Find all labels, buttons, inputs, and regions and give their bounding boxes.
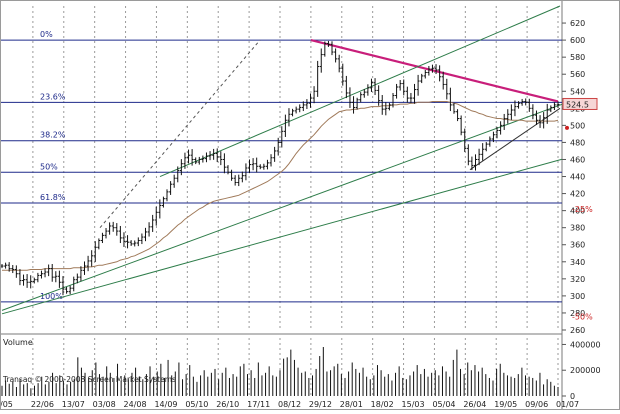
- x-tick-label: 05/10: [185, 400, 208, 409]
- volume-title: Volume: [3, 338, 33, 347]
- y-tick-label: 260: [570, 326, 585, 335]
- fib-level-label: 0%: [40, 30, 53, 39]
- percent-marker: -50%: [572, 312, 593, 321]
- x-tick-label: 01/07: [556, 400, 579, 409]
- y-tick-label: 480: [570, 138, 585, 147]
- y-tick-label: 580: [570, 53, 585, 62]
- last-price-box: [562, 97, 598, 110]
- y-tick-label: 320: [570, 275, 585, 284]
- y-tick-label: 460: [570, 155, 585, 164]
- y-tick-label: 440: [570, 173, 585, 182]
- percent-marker: -25%: [572, 205, 593, 214]
- price-bars: [0, 40, 560, 296]
- y-tick-label: 400: [570, 207, 585, 216]
- volume-bars: [1, 347, 559, 396]
- x-tick-label: 26/10: [216, 400, 239, 409]
- y-tick-label: 280: [570, 309, 585, 318]
- x-tick-label: 08/12: [278, 400, 301, 409]
- volume-y-tick-label: 0: [570, 392, 575, 401]
- fib-level-label: 38.2%: [40, 131, 66, 140]
- y-tick-label: 620: [570, 19, 585, 28]
- x-tick-label: 29/12: [309, 400, 332, 409]
- last-price-label: 524.5: [566, 100, 589, 109]
- fib-level-label: 23.6%: [40, 92, 66, 101]
- annotations: -25% -50% 524.5: [562, 97, 598, 321]
- y-tick-label: 340: [570, 258, 585, 267]
- y-tick-label: 380: [570, 224, 585, 233]
- x-tick-label: 26/04: [463, 400, 486, 409]
- x-tick-label: 22/06: [31, 400, 54, 409]
- volume-y-tick-label: 400000: [570, 340, 601, 349]
- copyright-text: Transaq © 2000-2008 Screen Market System…: [2, 375, 176, 384]
- x-tick-label: 17/11: [247, 400, 270, 409]
- price-grid: [0, 0, 563, 410]
- trend-line: [1, 158, 563, 315]
- support-line: [469, 107, 561, 171]
- x-tick-label: 19/05: [494, 400, 517, 409]
- x-tick-label: 09/06: [525, 400, 548, 409]
- x-tick-label: /05: [0, 400, 13, 409]
- x-tick-label: 18/02: [371, 400, 394, 409]
- x-tick-label: 05/04: [432, 400, 455, 409]
- x-tick-label: 15/03: [402, 400, 425, 409]
- y-tick-label: 300: [570, 292, 585, 301]
- x-axis: /05 22/06 13/07 03/08 24/08 14/09 05/10 26/10 17…: [0, 400, 579, 409]
- fib-level-label: 61.8%: [40, 193, 66, 202]
- x-tick-label: 14/09: [154, 400, 177, 409]
- x-tick-label: 28/01: [340, 400, 363, 409]
- y-tick-label: 360: [570, 241, 585, 250]
- volume-y-tick-label: 200000: [570, 366, 601, 375]
- fib-level-label: 50%: [40, 162, 58, 171]
- moving-average: [2, 101, 559, 271]
- volume-y-axis: 0 200000 400000 Volume Transaq © 2000-2008 S…: [2, 338, 601, 401]
- x-tick-label: 03/08: [93, 400, 116, 409]
- x-tick-label: 13/07: [62, 400, 85, 409]
- red-dot-marker: [565, 125, 569, 130]
- y-tick-label: 600: [570, 36, 585, 45]
- trend-channel-line: [159, 5, 561, 177]
- y-tick-label: 540: [570, 87, 585, 96]
- y-tick-label: 420: [570, 190, 585, 199]
- price-y-axis: 260 280 300 320 340 360 380 400 420 440 460 480 500 5…: [562, 19, 585, 335]
- trend-lines: [1, 5, 563, 315]
- y-tick-label: 500: [570, 121, 585, 130]
- fib-level-label: 100%: [40, 292, 63, 301]
- trend-line: [310, 39, 559, 103]
- x-tick-label: 24/08: [124, 400, 147, 409]
- y-tick-label: 560: [570, 70, 585, 79]
- trend-line: [1, 103, 563, 311]
- trend-dashed-line: [99, 39, 261, 229]
- moving-average-line: [2, 101, 559, 271]
